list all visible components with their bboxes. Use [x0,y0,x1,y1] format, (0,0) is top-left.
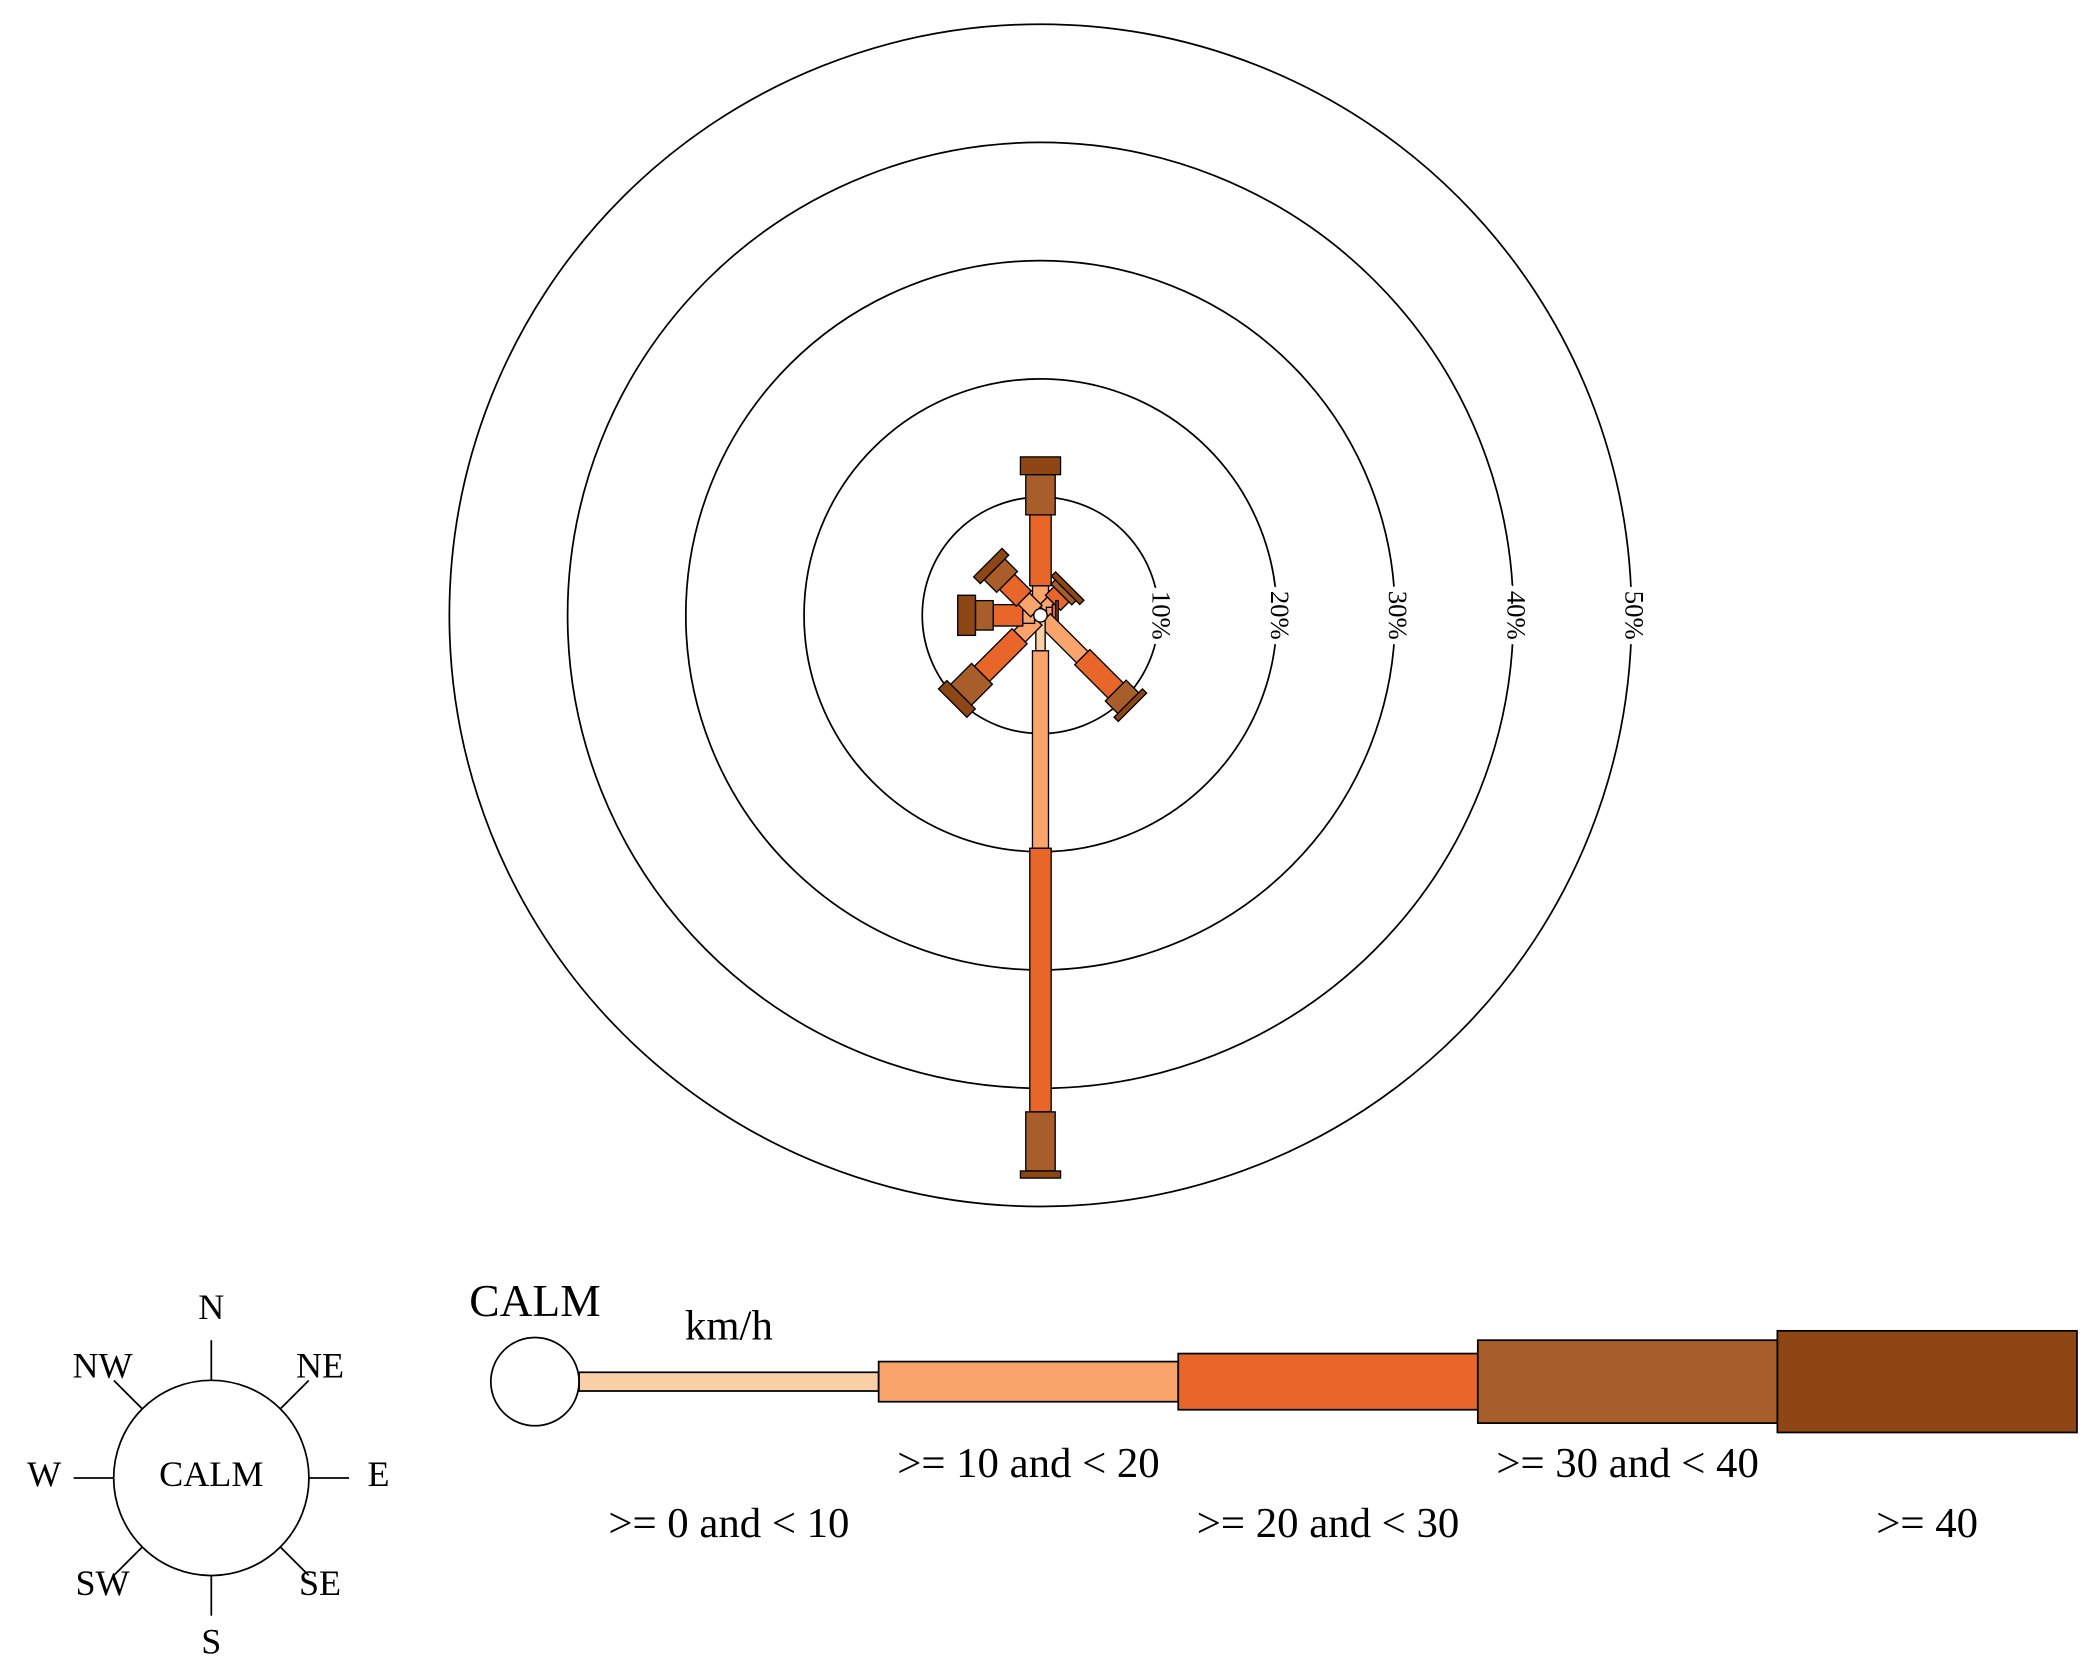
compass-tick [279,1546,310,1576]
legend-swatch [578,1371,880,1392]
rose-bar-segment [937,679,977,719]
ring-label: 20% [1265,591,1295,640]
rose-bar-segment [972,547,1010,585]
rose-bar-segment [1029,514,1052,587]
legend-calm-label: CALM [469,1275,600,1326]
ring-label: 40% [1501,591,1531,640]
rose-bar-segment [1113,687,1148,723]
legend-label: >= 10 and < 20 [897,1440,1160,1487]
compass-label: S [201,1621,221,1661]
compass-label: SW [75,1563,129,1603]
compass-label: N [198,1287,224,1327]
rose-bar-segment [1050,570,1085,606]
rose-bar-segment [1025,1111,1056,1172]
rose-bar-segment [974,599,994,631]
rose-bar-segment [1019,456,1062,476]
compass-label: SE [299,1563,341,1603]
rose-bar-segment [1029,847,1052,1113]
rose-bars [937,456,1148,1179]
ring [448,23,1633,1208]
legend-label: >= 30 and < 40 [1496,1440,1758,1487]
compass-label: NW [72,1345,132,1385]
compass-tick [113,1546,143,1576]
compass-tick [279,1379,310,1410]
legend-label: >= 20 and < 30 [1197,1500,1460,1547]
compass-label: E [367,1454,389,1494]
legend-unit: km/h [685,1302,773,1349]
calm-center [1033,607,1048,623]
rose-bar-segment [992,603,1024,627]
ring-label: 10% [1147,591,1177,640]
compass-tick [113,1379,143,1410]
ring-label: 50% [1619,591,1649,640]
rose-bar-segment [1031,650,1050,849]
rose-bar-segment [1025,473,1056,516]
legend-swatch [1476,1339,1779,1424]
compass-label: NE [296,1345,344,1385]
compass-center-label: CALM [159,1454,263,1494]
rose-bar-segment [957,594,977,637]
legend-calm-circle [489,1336,580,1427]
rose-bar-segment [1019,1170,1062,1179]
legend-swatch [1177,1352,1479,1411]
ring-label: 30% [1383,591,1413,640]
legend-swatch [1776,1329,2078,1434]
legend-label: >= 0 and < 10 [608,1500,849,1547]
compass-label: W [27,1454,61,1494]
legend-swatch [877,1360,1180,1403]
legend-label: >= 40 [1876,1500,1978,1547]
